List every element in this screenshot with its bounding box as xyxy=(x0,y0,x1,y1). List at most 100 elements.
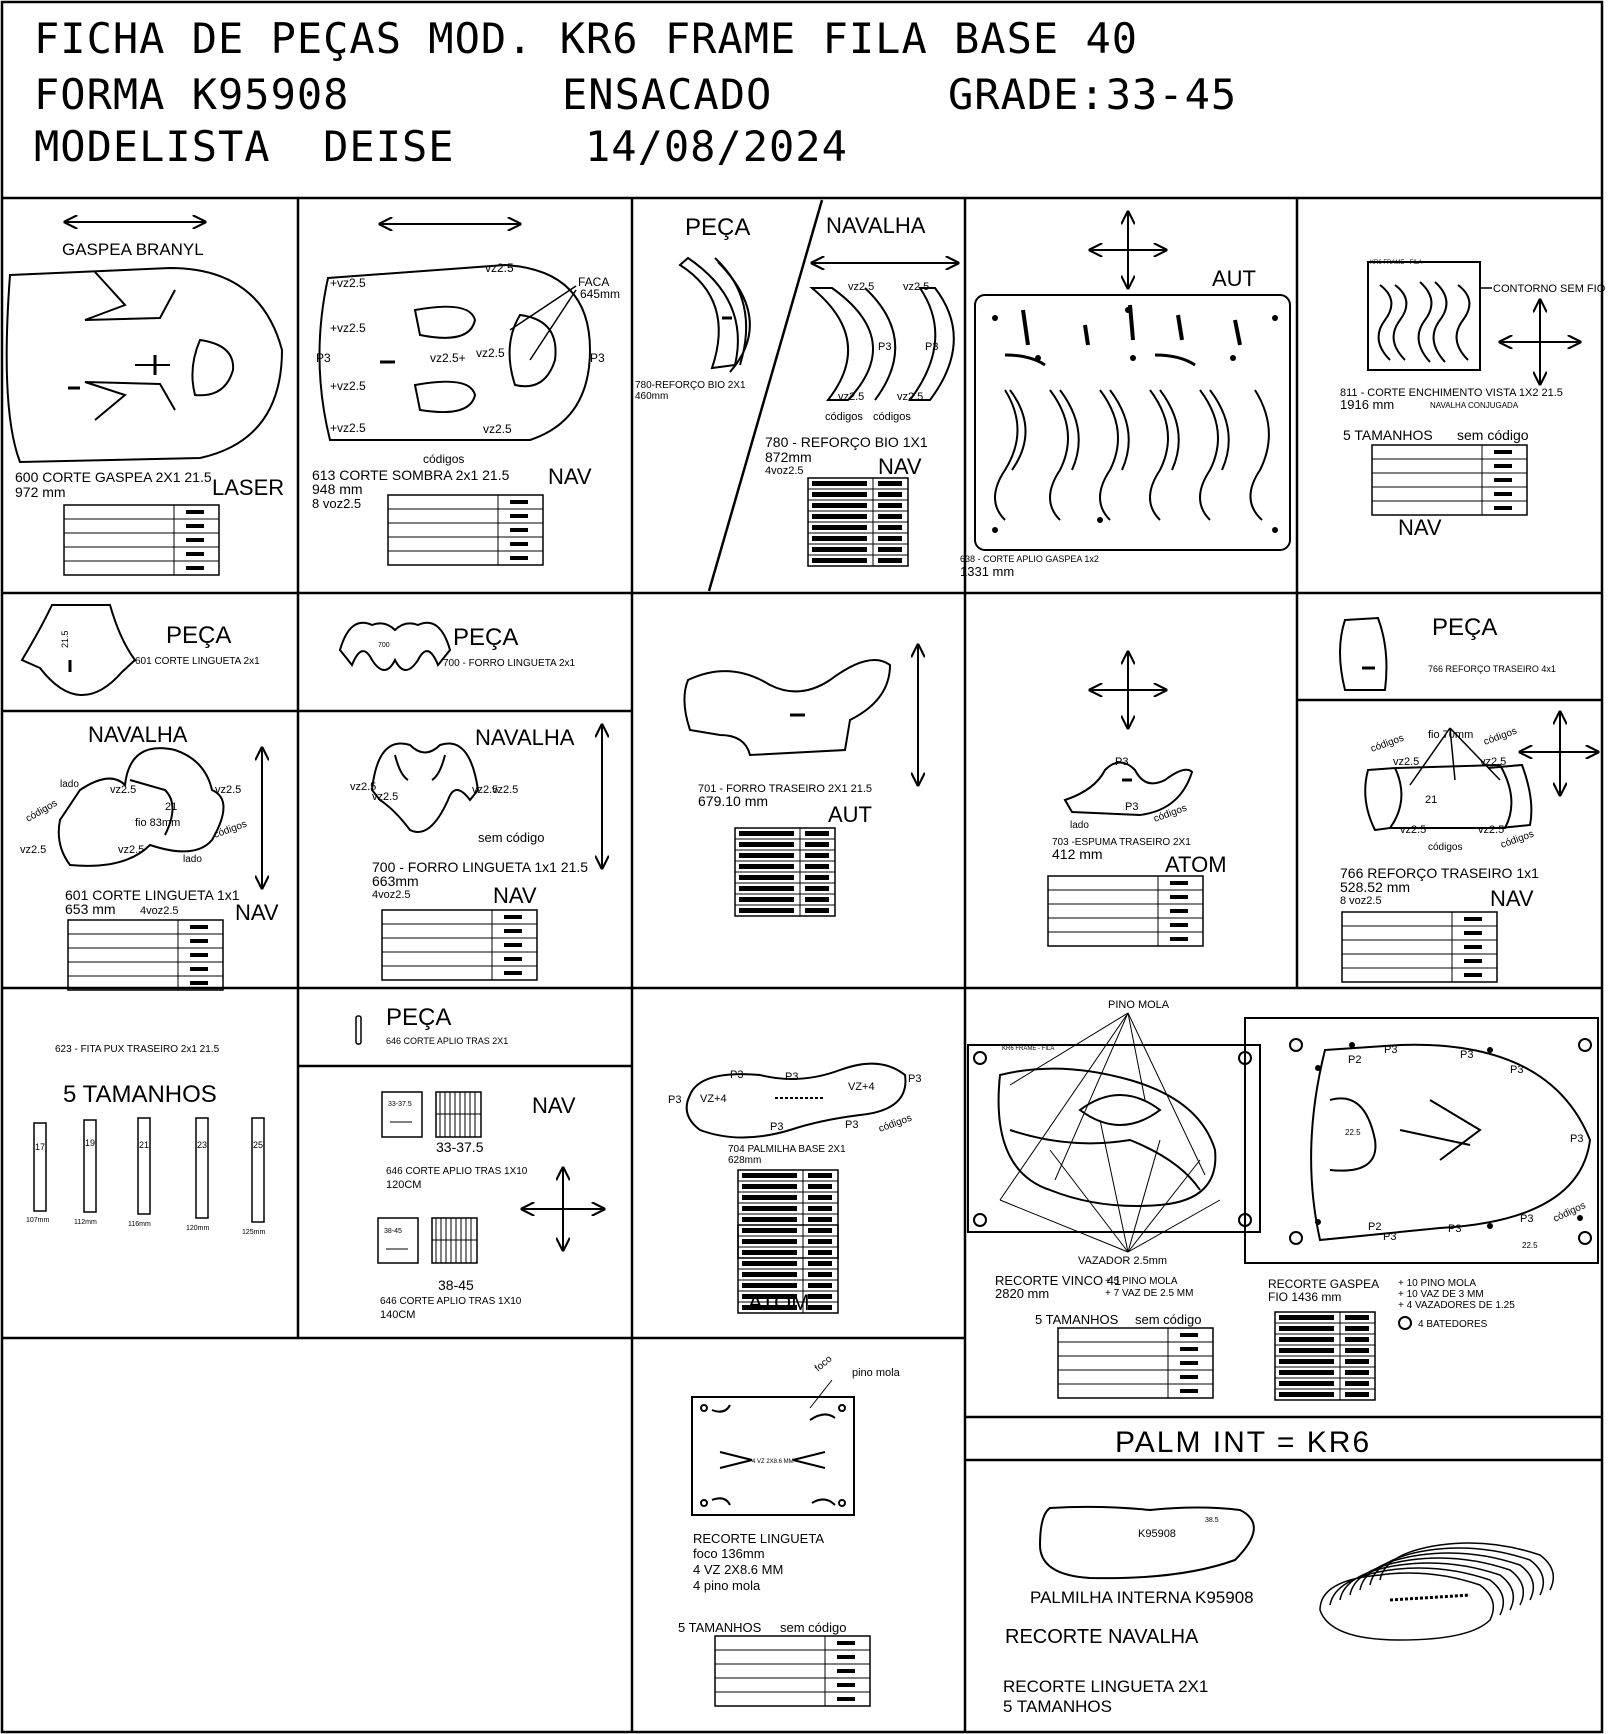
p700-label: 700 - FORRO LINGUETA 1x1 21.5 xyxy=(372,859,588,875)
recorte-lingueta: 4 VZ 2X8.6 MM foco pino mola RECORTE LIN… xyxy=(678,1353,901,1707)
svg-text:vz2.5: vz2.5 xyxy=(472,784,498,796)
lingueta-sem-codigo: sem código xyxy=(780,1620,846,1635)
p766-nav: NAV xyxy=(1490,886,1534,911)
svg-text:vz2.5: vz2.5 xyxy=(1393,756,1419,768)
p601-codigos-1: códigos xyxy=(24,798,59,825)
svg-text:vz2.5: vz2.5 xyxy=(1478,824,1504,836)
p766-mm: 528.52 mm xyxy=(1340,879,1410,895)
p601-label: 601 CORTE LINGUETA 1x1 xyxy=(65,887,240,903)
navalha-label-700: NAVALHA xyxy=(475,725,575,750)
svg-text:P3: P3 xyxy=(1384,1044,1397,1056)
p766-codigos-3: códigos xyxy=(1428,842,1462,853)
foco-label: foco xyxy=(813,1353,835,1374)
p811-tamanhos: 5 TAMANHOS xyxy=(1343,427,1433,443)
p780a-mm: 460mm xyxy=(635,391,668,402)
svg-text:KR6 FRAME - FILA: KR6 FRAME - FILA xyxy=(1370,260,1422,266)
p600-mm: 972 mm xyxy=(15,484,66,500)
s3845-box: 38-45 xyxy=(384,1228,402,1235)
strip-num-4: 23 xyxy=(197,1140,207,1150)
p766-codigos-1: códigos xyxy=(1369,733,1405,755)
svg-text:P3: P3 xyxy=(590,351,605,365)
svg-text:22.5: 22.5 xyxy=(1345,1128,1361,1137)
svg-text:700: 700 xyxy=(378,642,390,649)
svg-text:P3: P3 xyxy=(1520,1213,1533,1225)
svg-text:22.5: 22.5 xyxy=(1522,1241,1538,1250)
sheet-title: FICHA DE PEÇAS MOD. KR6 FRAME FILA BASE … xyxy=(34,14,1139,63)
svg-text:VZ+4: VZ+4 xyxy=(700,1093,727,1105)
svg-text:+vz2.5: +vz2.5 xyxy=(330,421,366,435)
p601-mm: 653 mm xyxy=(65,901,116,917)
palm-int-title: PALM INT = KR6 xyxy=(1115,1426,1371,1459)
gaspea-note-4: 4 BATEDORES xyxy=(1418,1319,1488,1330)
piece-600-gaspea: GASPEA BRANYL 600 CORTE GASPEA 2X1 21.5 … xyxy=(5,222,284,576)
svg-text:vz2.5: vz2.5 xyxy=(485,261,514,275)
p811-mm: 1916 mm xyxy=(1340,397,1394,412)
p766-label: 766 REFORÇO TRASEIRO 1x1 xyxy=(1340,865,1539,881)
vinco-tamanhos: 5 TAMANHOS xyxy=(1035,1312,1119,1327)
p704-codigos: códigos xyxy=(877,1113,913,1135)
strip-num-2: 19 xyxy=(85,1138,95,1148)
svg-text:vz2.5: vz2.5 xyxy=(897,391,923,403)
svg-text:lado: lado xyxy=(1070,820,1089,831)
svg-text:+vz2.5: +vz2.5 xyxy=(330,321,366,335)
svg-text:vz2.5+: vz2.5+ xyxy=(430,351,466,365)
strip-mm-1: 107mm xyxy=(26,1217,50,1224)
piece-623-fita: 623 - FITA PUX TRASEIRO 2x1 21.5 5 TAMAN… xyxy=(26,1044,266,1236)
p646-2-cm: 140CM xyxy=(380,1309,415,1321)
svg-text:vz2.5: vz2.5 xyxy=(118,844,144,856)
p601-vz: 4voz2.5 xyxy=(140,905,179,917)
s3337-label: 33-37.5 xyxy=(436,1139,484,1155)
svg-text:P3: P3 xyxy=(785,1071,798,1083)
k95908-label: K95908 xyxy=(1138,1528,1176,1540)
svg-text:+vz2.5: +vz2.5 xyxy=(330,379,366,393)
p704-label: 704 PALMILHA BASE 2X1 xyxy=(728,1144,846,1155)
svg-text:vz2.5: vz2.5 xyxy=(110,784,136,796)
gaspea-codigos: códigos xyxy=(1552,1200,1588,1225)
recorte-navalha-label: RECORTE NAVALHA xyxy=(1005,1626,1199,1648)
svg-text:P2: P2 xyxy=(1368,1221,1381,1233)
strip-mm-4: 120mm xyxy=(186,1225,210,1232)
svg-text:+vz2.5: +vz2.5 xyxy=(330,276,366,290)
p601-nav: NAV xyxy=(235,900,279,925)
svg-text:P3: P3 xyxy=(1448,1223,1461,1235)
strip-mm-2: 112mm xyxy=(74,1219,97,1226)
aut-label-638: AUT xyxy=(1212,266,1256,291)
p703-codigos: códigos xyxy=(1152,803,1188,825)
svg-text:VZ+4: VZ+4 xyxy=(848,1081,875,1093)
p601a-label: 601 CORTE LINGUETA 2x1 xyxy=(135,656,260,667)
piece-613-sombra: FACA 645mm +vz2.5 +vz2.5 +vz2.5 +vz2.5 v… xyxy=(312,224,620,566)
recorte-gaspea-mm: FIO 1436 mm xyxy=(1268,1290,1341,1304)
p780a-label: 780-REFORÇO BIO 2X1 xyxy=(635,380,746,391)
recorte-vinco-mm: 2820 mm xyxy=(995,1286,1049,1301)
svg-text:P2: P2 xyxy=(1348,1054,1361,1066)
vazador-label: VAZADOR 2.5mm xyxy=(1078,1255,1167,1267)
piece-646-aplio: 33-37.5 33-37.5 NAV 646 CORTE APLIO TRAS… xyxy=(377,1091,604,1321)
pino-mola-label: pino mola xyxy=(852,1367,901,1379)
p700-mm: 663mm xyxy=(372,873,419,889)
p704-atom: ATOM xyxy=(748,1290,810,1315)
svg-text:21.5: 21.5 xyxy=(60,630,70,648)
svg-text:P3: P3 xyxy=(845,1119,858,1131)
gaspea-note-1: + 10 PINO MOLA xyxy=(1398,1278,1476,1289)
pino-mola-top: PINO MOLA xyxy=(1108,999,1170,1011)
p613-vz: 8 voz2.5 xyxy=(312,496,361,511)
svg-text:P3: P3 xyxy=(668,1094,681,1106)
p766a-label: 766 REFORÇO TRASEIRO 4x1 xyxy=(1428,664,1556,674)
date-label: 14/08/2024 xyxy=(585,122,848,171)
p703-mm: 412 mm xyxy=(1052,846,1103,862)
p613-nav: NAV xyxy=(548,464,592,489)
recorte-lingueta-2x1: RECORTE LINGUETA 2X1 xyxy=(1003,1677,1208,1696)
svg-text:KR6 FRAME - FILA: KR6 FRAME - FILA xyxy=(1002,1046,1054,1052)
gaspea-note-3: + 4 VAZADORES DE 1.25 xyxy=(1398,1300,1515,1311)
svg-text:vz2.5: vz2.5 xyxy=(20,844,46,856)
piece-701-forro: 701 - FORRO TRASEIRO 2X1 21.5 679.10 mm … xyxy=(683,645,918,917)
peca-label-766: PEÇA xyxy=(1432,614,1497,641)
svg-text:P3: P3 xyxy=(1460,1049,1473,1061)
faca-label: FACA xyxy=(578,275,609,289)
strip-num-1: 17 xyxy=(35,1142,45,1152)
piece-601-peca: 21.5 PEÇA 601 CORTE LINGUETA 2x1 xyxy=(20,604,260,696)
palmilha-tamanhos: 5 TAMANHOS xyxy=(1003,1697,1112,1716)
vz-2x86: 4 VZ 2X8.6 MM xyxy=(693,1562,783,1577)
